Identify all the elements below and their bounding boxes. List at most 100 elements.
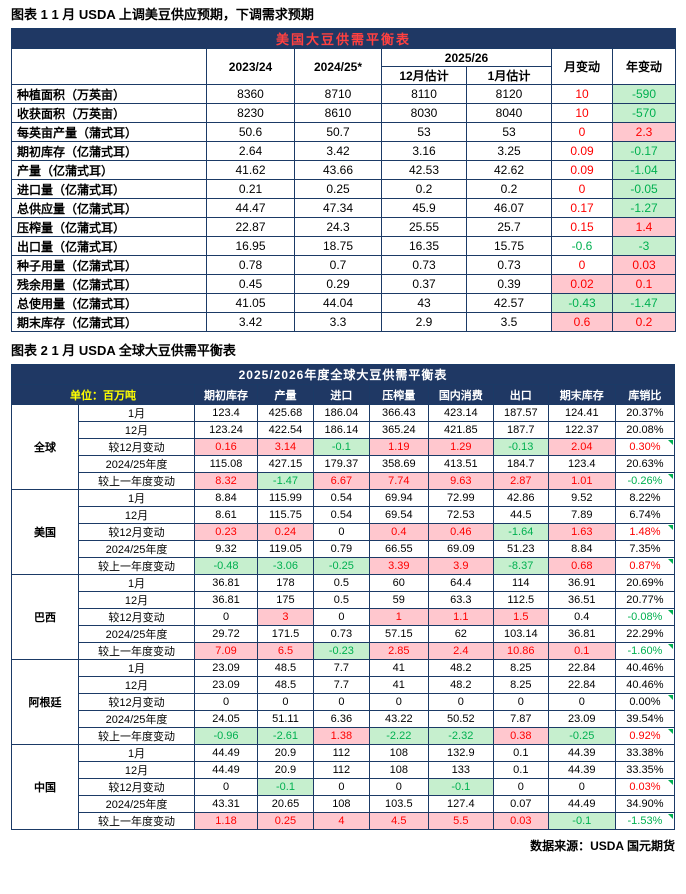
table-cell: 2.4 — [427, 642, 494, 660]
table-cell: 1 — [368, 608, 429, 626]
table-cell: 175 — [257, 591, 314, 609]
table-cell: 10.86 — [492, 642, 549, 660]
table-cell: 48.5 — [257, 659, 314, 677]
table-cell: 0 — [193, 778, 259, 796]
table-cell: 20.9 — [257, 761, 314, 779]
table-cell: 29.72 — [193, 625, 259, 643]
table-cell: 427.15 — [257, 455, 314, 473]
year-change-cell: 1.4 — [611, 217, 677, 237]
table-cell: 44.39 — [547, 761, 616, 779]
row-type-label: 较上一年度变动 — [78, 727, 195, 745]
month-change-cell: 0.17 — [551, 198, 613, 218]
table-cell: 44.5 — [492, 506, 549, 524]
table-cell: 43.66 — [294, 160, 382, 180]
table-cell: 0 — [312, 693, 370, 711]
table-cell: 0.03% — [614, 778, 676, 796]
row-type-label: 12月 — [78, 506, 195, 524]
table-cell: 0.4 — [547, 608, 616, 626]
year-change-cell: -0.05 — [611, 179, 677, 199]
table-cell: 36.81 — [193, 591, 259, 609]
table-cell: 16.35 — [381, 236, 467, 256]
table-cell: 23.09 — [193, 676, 259, 694]
column-header-2023-24: 2023/24 — [206, 48, 295, 85]
table-cell: 7.89 — [547, 506, 616, 524]
table-cell: 20.9 — [257, 744, 314, 762]
table-row: 进口量（亿蒲式耳） 0.21 0.25 0.2 0.2 0 -0.05 — [11, 179, 677, 199]
table-cell: 0 — [547, 778, 616, 796]
table-cell: -8.37 — [492, 557, 549, 575]
table-cell: -0.48 — [193, 557, 259, 575]
table1-title: 美国大豆供需平衡表 — [10, 28, 677, 49]
table-cell: 3.42 — [206, 312, 295, 332]
table-cell: 1.38 — [312, 727, 370, 745]
table-cell: 43.22 — [368, 710, 429, 728]
data-source: 数据来源：USDA 国元期货 — [530, 839, 675, 853]
table-cell: 44.49 — [193, 744, 259, 762]
table-row: 美国 1月 8.84 115.99 0.54 69.94 72.99 42.86 9.52 8.2… — [10, 489, 676, 575]
table-cell: 112 — [312, 761, 370, 779]
year-change-cell: -1.47 — [611, 293, 677, 313]
table-cell: 421.85 — [427, 421, 494, 439]
table-cell: 122.37 — [547, 421, 616, 439]
table-cell: 0.45 — [206, 274, 295, 294]
table-cell: 6.67 — [312, 472, 370, 490]
table-cell: 22.29% — [614, 625, 676, 643]
row-type-label: 1月 — [78, 404, 195, 422]
table-cell: 20.65 — [257, 795, 314, 813]
table-cell: -0.1 — [427, 778, 494, 796]
column-header-jan-estimate: 1月估计 — [466, 66, 552, 85]
row-label: 期初库存（亿蒲式耳） — [11, 141, 207, 161]
year-change-cell: -1.04 — [611, 160, 677, 180]
table-cell: 3.16 — [381, 141, 467, 161]
table-row: 较12月变动 0 3 0 1 1.1 1.5 0.4 -0.08% — [12, 608, 676, 626]
column-header: 进口 — [312, 384, 370, 405]
table-cell: 112 — [312, 744, 370, 762]
table-cell: 0.23 — [193, 523, 259, 541]
table-cell: 7.74 — [368, 472, 429, 490]
table-cell: 114 — [492, 574, 549, 592]
table-cell: 3.5 — [466, 312, 552, 332]
table-cell: 5.5 — [427, 812, 494, 830]
table-cell: 6.5 — [257, 642, 314, 660]
table-cell: 8040 — [466, 103, 552, 123]
table-cell: 422.54 — [257, 421, 314, 439]
row-type-label: 12月 — [78, 591, 195, 609]
table-cell: 42.86 — [492, 489, 549, 507]
row-type-label: 较12月变动 — [78, 523, 195, 541]
table-row: 压榨量（亿蒲式耳） 22.87 24.3 25.55 25.7 0.15 1.4 — [11, 217, 677, 237]
table-row: 较上一年度变动 1.18 0.25 4 4.5 5.5 0.03 -0.1 -1.53% — [12, 812, 676, 830]
table-cell: 0 — [312, 608, 370, 626]
table-cell: 0.37 — [381, 274, 467, 294]
table-cell: -0.08% — [614, 608, 676, 626]
table-cell: 0.21 — [206, 179, 295, 199]
table-cell: 69.09 — [427, 540, 494, 558]
table-cell: 9.32 — [193, 540, 259, 558]
table-cell: 41 — [368, 676, 429, 694]
month-change-cell: 0.09 — [551, 160, 613, 180]
figure2-title: 图表 2 1 月 USDA 全球大豆供需平衡表 — [11, 343, 236, 358]
table-cell: -2.32 — [427, 727, 494, 745]
table-cell: 33.35% — [614, 761, 676, 779]
table-row: 2024/25年度 43.31 20.65 108 103.5 127.4 0.07 44.4… — [12, 795, 676, 813]
table-cell: 8110 — [381, 84, 467, 104]
table-cell: 8360 — [206, 84, 295, 104]
table-cell: 4 — [312, 812, 370, 830]
table-row: 12月 23.09 48.5 7.7 41 48.2 8.25 22.84 40.46% — [12, 676, 676, 694]
table-cell: -2.61 — [257, 727, 314, 745]
table-cell: 115.75 — [257, 506, 314, 524]
table-cell: 123.4 — [193, 404, 259, 422]
table-cell: 40.46% — [614, 676, 676, 694]
table-cell: 1.48% — [614, 523, 676, 541]
table-cell: 44.39 — [547, 744, 616, 762]
table-row: 种子用量（亿蒲式耳） 0.78 0.7 0.73 0.73 0 0.03 — [11, 255, 677, 275]
table-cell: 3.42 — [294, 141, 382, 161]
row-type-label: 2024/25年度 — [78, 455, 195, 473]
row-type-label: 较上一年度变动 — [78, 642, 195, 660]
row-label: 产量（亿蒲式耳） — [11, 160, 207, 180]
table-row: 阿根廷 1月 23.09 48.5 7.7 41 48.2 8.25 22.84 40.46% — [10, 659, 676, 745]
empty-corner-cell — [11, 48, 207, 85]
table-header-row: 单位：百万吨 期初库存 产量 进口 压榨量 国内消费 出口 期末库存 库销比 — [11, 384, 676, 405]
column-header-2024-25: 2024/25* — [294, 48, 382, 85]
table-cell: 0 — [257, 693, 314, 711]
row-label: 总使用量（亿蒲式耳） — [11, 293, 207, 313]
